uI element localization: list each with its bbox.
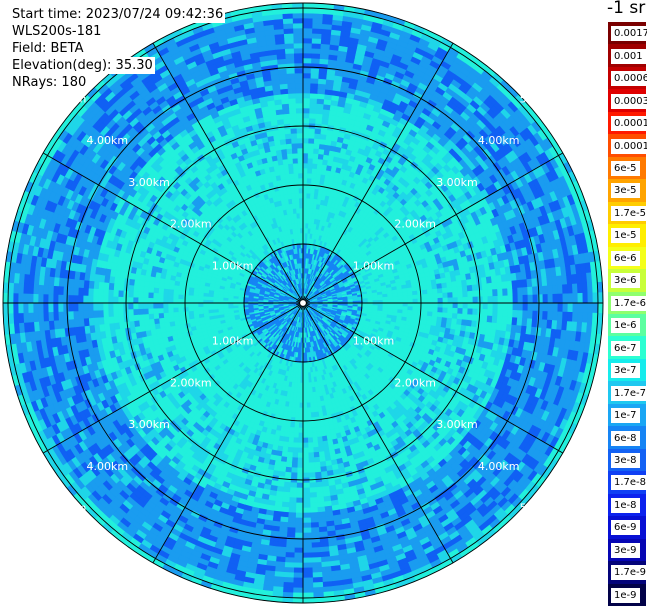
range-label: 3.00km [436,176,478,189]
range-label: 4.00km [478,134,520,147]
colorbar-tick-label: 1e-8 [611,497,640,513]
range-label: 5.00km [45,502,87,515]
range-label: 3.00km [436,418,478,431]
colorbar-unit-title: -1 sr [607,0,646,18]
range-label: 2.00km [170,376,212,389]
range-label: 3.00km [128,176,170,189]
colorbar-tick-label: 0.001 [611,48,646,64]
colorbar-tick-label: 6e-8 [611,430,640,446]
range-label: 2.00km [394,218,436,231]
colorbar-tick-label: 0.0006 [611,71,647,87]
azimuth-spoke [302,302,564,454]
azimuth-spoke [302,302,454,564]
range-label: 5.00km [520,502,562,515]
colorbar-tick-label: 3e-6 [611,273,640,289]
azimuth-spoke [152,42,304,304]
range-label: 2.00km [170,218,212,231]
colorbar-tick-label: 1e-7 [611,408,640,424]
colorbar-tick-label: 0.0001 [611,138,647,154]
azimuth-spoke [42,302,304,454]
colorbar-tick-label: 6e-6 [611,250,640,266]
range-label: 2.00km [394,376,436,389]
polar-grid [2,2,604,604]
range-label: 1.00km [212,335,254,348]
start-time-label: Start time: 2023/07/24 09:42:36 [10,6,226,23]
ppi-scan-plot: 1.00km 1.00km 1.00km 1.00km 2.00km 2.00km 2.00… [2,2,604,604]
colorbar-tick-label: 1e-5 [611,228,640,244]
elevation-label: Elevation(deg): 35.30 [10,57,155,74]
colorbar-tick-label: 1.7e-8 [611,475,647,491]
colorbar-tick-label: 1.7e-5 [611,205,647,221]
colorbar-tick-label: 1e-9 [611,587,640,603]
colorbar-tick-label: 3e-5 [611,183,640,199]
range-label: 3.00km [128,418,170,431]
range-label: 1.00km [353,335,395,348]
range-label: 5.00km [45,92,87,105]
range-label: 4.00km [478,460,520,473]
colorbar-tick-label: 1.7e-9 [611,565,647,581]
colorbar-tick-label: 1.7e-6 [611,295,647,311]
colorbar-tick-label: 1.7e-7 [611,385,647,401]
scan-info-panel: Start time: 2023/07/24 09:42:36 WLS200s-… [10,6,226,91]
colorbar-tick-label: 0.00017 [611,116,647,132]
field-label: Field: BETA [10,40,86,57]
azimuth-spoke [302,152,564,304]
azimuth-spoke [42,152,304,304]
colorbar-tick-label: 3e-7 [611,363,640,379]
range-label: 4.00km [87,460,129,473]
range-label: 1.00km [353,259,395,272]
colorbar-tick-label: 6e-9 [611,520,640,536]
range-label: 5.00km [520,92,562,105]
colorbar-tick-label: 3e-8 [611,453,640,468]
range-label: 4.00km [87,134,129,147]
colorbar-tick-label: 1e-6 [611,318,640,334]
azimuth-spoke [302,42,454,304]
nrays-label: NRays: 180 [10,74,89,91]
colorbar: 0.0017 0.001 0.0006 0.0003 0.00017 0.0001 6e-5… [608,22,647,607]
azimuth-spoke [152,302,304,564]
device-label: WLS200s-181 [10,23,104,40]
center-marker [296,296,310,310]
radar-field [2,2,604,604]
colorbar-tick-label: 3e-9 [611,542,640,558]
range-label: 1.00km [212,259,254,272]
colorbar-tick-label: 0.0017 [611,26,647,42]
colorbar-tick-label: 0.0003 [611,93,647,109]
colorbar-tick-label: 6e-5 [611,161,640,176]
colorbar-tick-label: 6e-7 [611,340,640,356]
